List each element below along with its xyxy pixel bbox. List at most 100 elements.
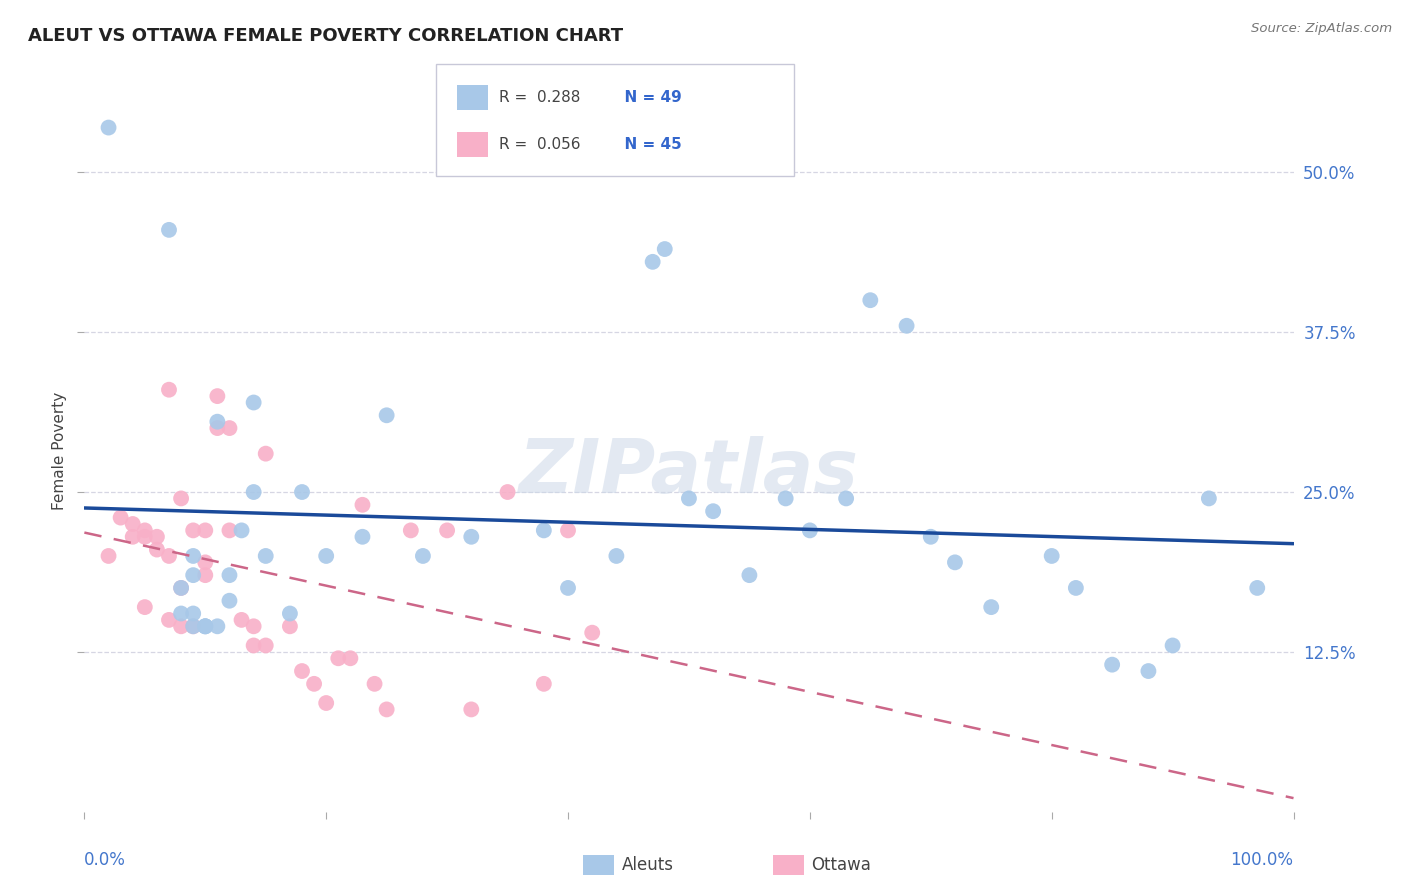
Point	[242, 619, 264, 633]
Point	[581, 625, 603, 640]
Point	[352, 498, 374, 512]
Point	[194, 619, 217, 633]
Point	[207, 415, 229, 429]
Point	[943, 555, 966, 569]
Point	[146, 542, 169, 557]
Text: Ottawa: Ottawa	[811, 856, 872, 874]
Point	[242, 639, 264, 653]
Point	[242, 395, 264, 409]
Point	[170, 619, 193, 633]
Point	[170, 491, 193, 506]
Point	[218, 421, 240, 435]
Point	[641, 255, 664, 269]
Point	[1161, 639, 1184, 653]
Point	[218, 568, 240, 582]
Point	[181, 607, 204, 621]
Point	[654, 242, 676, 256]
Point	[218, 593, 240, 607]
Point	[859, 293, 882, 308]
Text: Source: ZipAtlas.com: Source: ZipAtlas.com	[1251, 22, 1392, 36]
Point	[1101, 657, 1123, 672]
Point	[181, 524, 204, 538]
Point	[194, 555, 217, 569]
Point	[170, 581, 193, 595]
Point	[399, 524, 422, 538]
Point	[194, 619, 217, 633]
Point	[207, 619, 229, 633]
Point	[980, 600, 1002, 615]
Text: R =  0.288: R = 0.288	[499, 90, 581, 105]
Point	[278, 607, 301, 621]
Point	[254, 639, 277, 653]
Point	[302, 677, 325, 691]
Text: ALEUT VS OTTAWA FEMALE POVERTY CORRELATION CHART: ALEUT VS OTTAWA FEMALE POVERTY CORRELATI…	[28, 27, 623, 45]
Point	[121, 516, 143, 531]
Point	[170, 607, 193, 621]
Point	[194, 524, 217, 538]
Point	[97, 120, 120, 135]
Text: ZIPatlas: ZIPatlas	[519, 435, 859, 508]
Point	[157, 383, 180, 397]
Point	[315, 549, 337, 563]
Text: Aleuts: Aleuts	[621, 856, 673, 874]
Point	[460, 530, 482, 544]
Text: R =  0.056: R = 0.056	[499, 137, 581, 153]
Point	[170, 581, 193, 595]
Point	[181, 568, 204, 582]
Point	[738, 568, 761, 582]
Point	[1198, 491, 1220, 506]
Point	[134, 530, 156, 544]
Point	[291, 664, 314, 678]
Point	[181, 619, 204, 633]
Point	[375, 702, 398, 716]
Point	[436, 524, 458, 538]
Point	[207, 389, 229, 403]
Point	[1246, 581, 1268, 595]
Point	[146, 530, 169, 544]
Point	[157, 549, 180, 563]
Point	[157, 223, 180, 237]
Point	[291, 485, 314, 500]
Point	[194, 619, 217, 633]
Point	[97, 549, 120, 563]
Point	[557, 524, 579, 538]
Point	[896, 318, 918, 333]
Point	[207, 421, 229, 435]
Y-axis label: Female Poverty: Female Poverty	[52, 392, 67, 509]
Text: 100.0%: 100.0%	[1230, 852, 1294, 870]
Point	[315, 696, 337, 710]
Point	[328, 651, 350, 665]
Point	[254, 447, 277, 461]
Point	[110, 510, 132, 524]
Text: N = 49: N = 49	[614, 90, 682, 105]
Point	[375, 409, 398, 423]
Point	[557, 581, 579, 595]
Point	[533, 524, 555, 538]
Point	[231, 524, 253, 538]
Point	[231, 613, 253, 627]
Point	[920, 530, 942, 544]
Point	[194, 568, 217, 582]
Point	[242, 485, 264, 500]
Point	[605, 549, 627, 563]
Point	[835, 491, 858, 506]
Point	[339, 651, 361, 665]
Point	[181, 549, 204, 563]
Point	[496, 485, 519, 500]
Point	[121, 530, 143, 544]
Point	[1137, 664, 1160, 678]
Point	[134, 600, 156, 615]
Point	[775, 491, 797, 506]
Point	[157, 613, 180, 627]
Point	[1040, 549, 1063, 563]
Point	[702, 504, 724, 518]
Text: 0.0%: 0.0%	[84, 852, 127, 870]
Point	[218, 524, 240, 538]
Point	[278, 619, 301, 633]
Point	[678, 491, 700, 506]
Point	[412, 549, 434, 563]
Point	[533, 677, 555, 691]
Point	[460, 702, 482, 716]
Point	[181, 619, 204, 633]
Point	[1064, 581, 1087, 595]
